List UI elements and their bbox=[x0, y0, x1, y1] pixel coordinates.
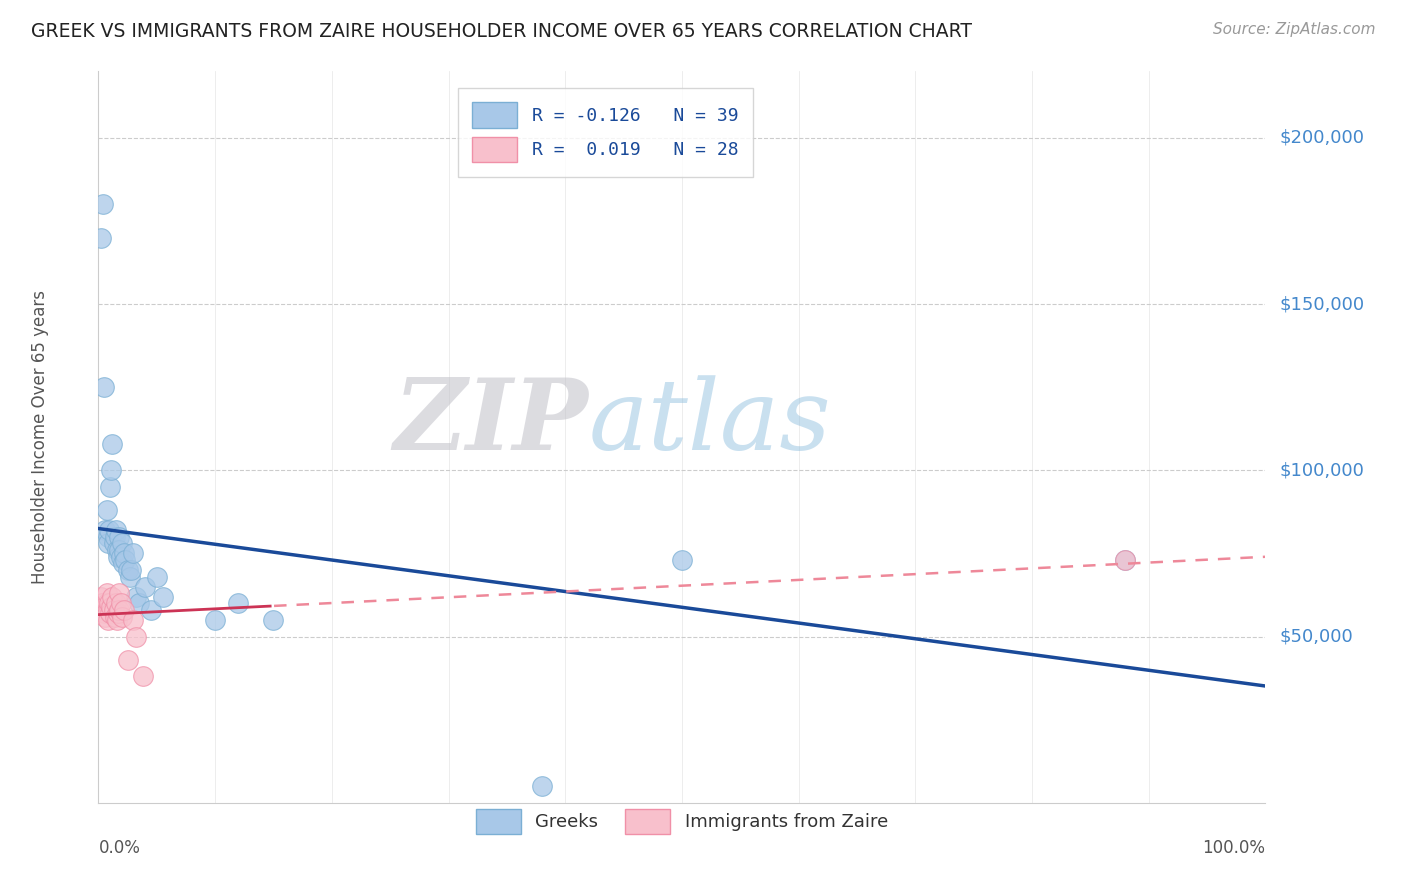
Point bbox=[117, 653, 139, 667]
Point bbox=[97, 536, 120, 550]
Point bbox=[100, 463, 122, 477]
Text: Householder Income Over 65 years: Householder Income Over 65 years bbox=[31, 290, 49, 584]
Point bbox=[90, 230, 112, 244]
Point bbox=[104, 609, 127, 624]
Point bbox=[105, 613, 128, 627]
Point bbox=[110, 596, 132, 610]
Text: ZIP: ZIP bbox=[394, 375, 589, 471]
Point bbox=[132, 669, 155, 683]
Point bbox=[93, 607, 115, 621]
Point bbox=[104, 523, 127, 537]
Point bbox=[1114, 553, 1136, 567]
Text: 0.0%: 0.0% bbox=[98, 839, 141, 857]
Point bbox=[107, 549, 129, 564]
Point bbox=[108, 530, 131, 544]
Point bbox=[94, 609, 117, 624]
Point bbox=[101, 436, 124, 450]
Point bbox=[108, 586, 131, 600]
Text: GREEK VS IMMIGRANTS FROM ZAIRE HOUSEHOLDER INCOME OVER 65 YEARS CORRELATION CHAR: GREEK VS IMMIGRANTS FROM ZAIRE HOUSEHOLD… bbox=[31, 22, 972, 41]
Point bbox=[96, 586, 118, 600]
Point bbox=[107, 607, 129, 621]
Point bbox=[97, 523, 120, 537]
Point bbox=[111, 536, 134, 550]
Point bbox=[112, 546, 135, 560]
Point bbox=[111, 557, 134, 571]
Text: Source: ZipAtlas.com: Source: ZipAtlas.com bbox=[1212, 22, 1375, 37]
Point bbox=[90, 596, 112, 610]
Point bbox=[122, 613, 145, 627]
Point bbox=[114, 553, 136, 567]
Point bbox=[204, 613, 226, 627]
Text: atlas: atlas bbox=[589, 375, 831, 470]
Point bbox=[146, 570, 169, 584]
Point bbox=[530, 779, 553, 793]
Point bbox=[96, 596, 118, 610]
Text: $150,000: $150,000 bbox=[1279, 295, 1365, 313]
Point bbox=[96, 503, 118, 517]
Text: $100,000: $100,000 bbox=[1279, 461, 1364, 479]
Point bbox=[91, 197, 114, 211]
Text: $50,000: $50,000 bbox=[1279, 628, 1353, 646]
Point bbox=[152, 590, 174, 604]
Point bbox=[103, 603, 125, 617]
Text: $200,000: $200,000 bbox=[1279, 128, 1364, 147]
Point bbox=[262, 613, 284, 627]
Point bbox=[97, 613, 120, 627]
Point bbox=[93, 380, 115, 394]
Point bbox=[139, 603, 162, 617]
Point bbox=[117, 563, 139, 577]
Point bbox=[90, 590, 112, 604]
Point bbox=[97, 530, 120, 544]
Point bbox=[122, 546, 145, 560]
Point bbox=[111, 609, 134, 624]
Point bbox=[94, 523, 117, 537]
Point bbox=[97, 596, 120, 610]
Point bbox=[98, 480, 121, 494]
Legend: Greeks, Immigrants from Zaire: Greeks, Immigrants from Zaire bbox=[468, 801, 896, 841]
Point bbox=[125, 630, 148, 644]
Point bbox=[228, 596, 250, 610]
Point bbox=[105, 543, 128, 558]
Point bbox=[101, 590, 124, 604]
Point bbox=[103, 536, 125, 550]
Point bbox=[118, 570, 141, 584]
Point bbox=[104, 530, 127, 544]
Point bbox=[108, 603, 131, 617]
Point bbox=[112, 603, 135, 617]
Point bbox=[104, 596, 127, 610]
Point bbox=[1114, 553, 1136, 567]
Point bbox=[100, 599, 122, 614]
Point bbox=[98, 607, 121, 621]
Point bbox=[110, 549, 132, 564]
Point bbox=[128, 596, 150, 610]
Point bbox=[91, 603, 114, 617]
Point bbox=[671, 553, 693, 567]
Point bbox=[108, 543, 131, 558]
Point bbox=[120, 563, 142, 577]
Point bbox=[97, 603, 120, 617]
Point bbox=[134, 580, 156, 594]
Text: 100.0%: 100.0% bbox=[1202, 839, 1265, 857]
Point bbox=[125, 590, 148, 604]
